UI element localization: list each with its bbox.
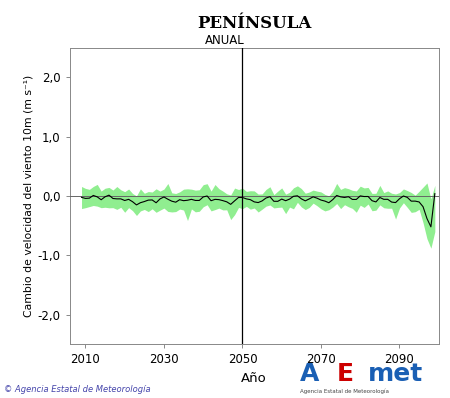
Y-axis label: Cambio de velocidad del viento 10m (m s⁻¹): Cambio de velocidad del viento 10m (m s⁻…	[23, 75, 34, 317]
X-axis label: Año: Año	[241, 372, 267, 385]
Title: PENÍNSULA: PENÍNSULA	[197, 15, 311, 32]
Text: Agencia Estatal de Meteorología: Agencia Estatal de Meteorología	[301, 388, 389, 394]
Text: ANUAL: ANUAL	[205, 34, 245, 47]
Text: met: met	[368, 362, 423, 386]
Text: A: A	[301, 362, 320, 386]
Text: E: E	[337, 362, 354, 386]
Text: © Agencia Estatal de Meteorología: © Agencia Estatal de Meteorología	[4, 385, 151, 394]
